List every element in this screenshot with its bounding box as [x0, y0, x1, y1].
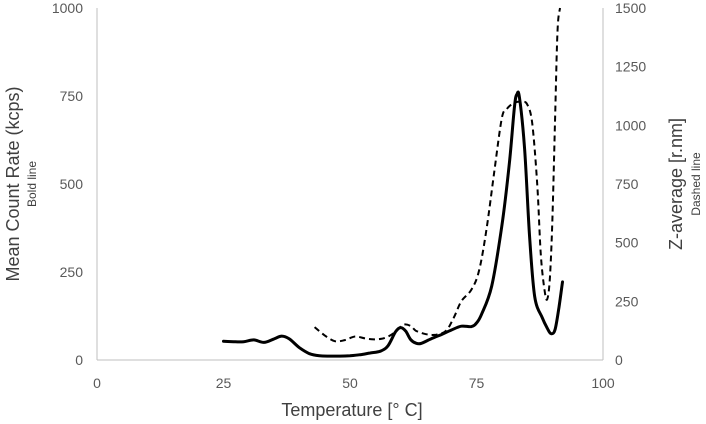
right-y-axis-subtitle-group: Dashed line	[689, 152, 703, 216]
x-tick-label: 25	[216, 375, 232, 391]
right-y-tick-label: 0	[615, 352, 623, 368]
x-axis-title: Temperature [° C]	[281, 400, 422, 420]
left-y-tick-label: 750	[60, 88, 84, 104]
x-tick-label: 75	[469, 375, 485, 391]
left-y-axis-title-group: Mean Count Rate (kcps)	[3, 86, 23, 281]
left-y-axis-title: Mean Count Rate (kcps)	[3, 86, 23, 281]
right-y-axis-title-group: Z-average [r.nm]	[666, 118, 686, 250]
right-y-tick-label: 750	[615, 176, 639, 192]
left-y-tick-label: 250	[60, 264, 84, 280]
right-y-axis-subtitle: Dashed line	[689, 152, 703, 216]
left-y-axis-subtitle: Bold line	[25, 161, 39, 207]
left-y-tick-label: 500	[60, 176, 84, 192]
dashed-series-line	[313, 7, 561, 343]
axes	[96, 8, 604, 361]
right-y-tick-label: 500	[615, 235, 639, 251]
right-y-tick-label: 250	[615, 293, 639, 309]
left-y-tick-label: 0	[75, 352, 83, 368]
right-y-tick-label: 1500	[615, 0, 646, 16]
x-tick-label: 0	[93, 375, 101, 391]
series-lines	[222, 7, 564, 358]
right-y-tick-label: 1250	[615, 59, 646, 75]
x-tick-label: 100	[591, 375, 615, 391]
x-tick-label: 50	[342, 375, 358, 391]
left-y-axis-subtitle-group: Bold line	[25, 161, 39, 207]
right-y-axis-title: Z-average [r.nm]	[666, 118, 686, 250]
tick-labels: 0 25 50 75 100025050075010000250500750100012…	[52, 0, 647, 391]
left-y-tick-label: 1000	[52, 0, 83, 16]
bold-series-line	[222, 90, 564, 358]
right-y-tick-label: 1000	[615, 117, 646, 133]
